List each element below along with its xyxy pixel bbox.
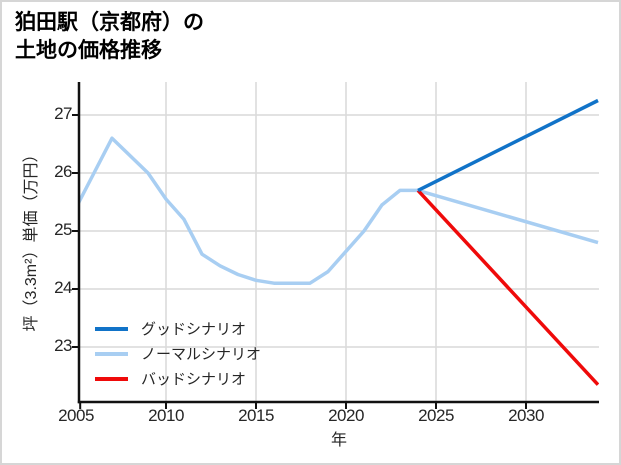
- y-tick-label-23: 23: [54, 336, 72, 355]
- series-line-bad-scenario: [416, 189, 599, 386]
- legend: グッドシナリオ ノーマルシナリオ バッドシナリオ: [95, 316, 261, 391]
- x-axis-label: 年: [330, 432, 348, 449]
- x-tick-label-2010: 2010: [148, 406, 184, 425]
- legend-item-good-scenario: グッドシナリオ: [95, 316, 261, 341]
- legend-line-good-scenario: [95, 326, 128, 331]
- chart-title: 狛田駅（京都府）の 土地の価格推移: [15, 9, 204, 65]
- legend-item-bad-scenario: バッドシナリオ: [95, 366, 261, 391]
- y-tick-label-25: 25: [54, 220, 72, 239]
- y-tick-label-26: 26: [54, 162, 72, 181]
- chart-title-line2: 土地の価格推移: [15, 39, 162, 62]
- y-tick-label-27: 27: [54, 104, 72, 123]
- x-tick-label-2025: 2025: [418, 406, 454, 425]
- legend-line-normal-scenario: [95, 351, 128, 356]
- legend-line-bad-scenario: [95, 376, 128, 381]
- series-line-normal-scenario: [79, 136, 599, 285]
- x-tick-label-2015: 2015: [238, 406, 274, 425]
- x-tick-label-2020: 2020: [328, 406, 364, 425]
- legend-label-good-scenario: グッドシナリオ: [141, 321, 247, 338]
- chart-title-line1: 狛田駅（京都府）の: [15, 11, 204, 34]
- legend-item-normal-scenario: ノーマルシナリオ: [95, 341, 261, 366]
- y-tick-label-24: 24: [54, 278, 72, 297]
- legend-label-normal-scenario: ノーマルシナリオ: [141, 346, 262, 363]
- x-tick-label-2030: 2030: [508, 406, 544, 425]
- series-line-good-scenario: [417, 98, 599, 192]
- legend-label-bad-scenario: バッドシナリオ: [141, 371, 247, 388]
- x-tick-label-2005: 2005: [58, 406, 94, 425]
